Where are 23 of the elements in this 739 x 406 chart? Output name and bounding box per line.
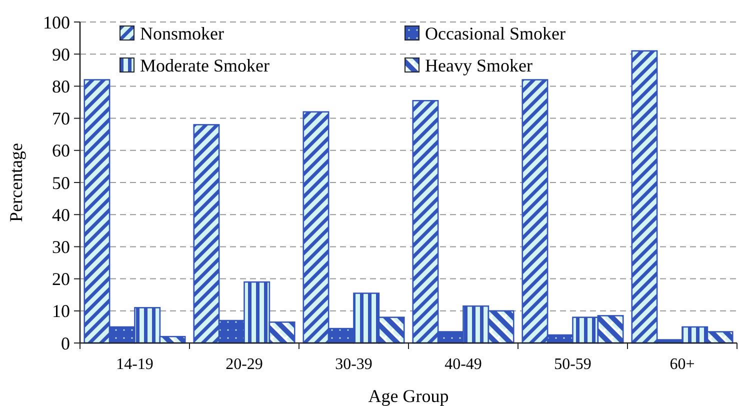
y-tick-label: 50 (52, 172, 70, 193)
x-tick-label: 14-19 (116, 356, 154, 373)
y-axis-title: Percentage (6, 143, 26, 222)
y-tick-label: 40 (52, 204, 70, 225)
y-tick-label: 80 (52, 76, 70, 96)
y-tick-label: 30 (52, 237, 70, 257)
y-tick-label: 70 (52, 108, 70, 129)
x-tick-label: 40-49 (444, 356, 482, 373)
y-tick-label: 90 (52, 44, 70, 64)
x-tick-label: 20-29 (226, 356, 263, 373)
legend-label: Moderate Smoker (140, 55, 270, 76)
y-tick-label: 100 (43, 12, 70, 32)
x-tick-label: 60+ (670, 356, 695, 373)
x-axis-title: Age Group (368, 386, 449, 406)
legend-label: Nonsmoker (140, 23, 224, 44)
x-tick-label: 30-39 (335, 356, 372, 373)
legend-label: Heavy Smoker (425, 55, 532, 76)
legend-label: Occasional Smoker (425, 23, 566, 44)
x-tick-label: 50-59 (554, 356, 592, 373)
y-tick-label: 60 (52, 140, 70, 161)
y-tick-label: 20 (52, 269, 70, 290)
y-tick-label: 10 (52, 301, 70, 322)
y-tick-label: 0 (61, 333, 70, 354)
